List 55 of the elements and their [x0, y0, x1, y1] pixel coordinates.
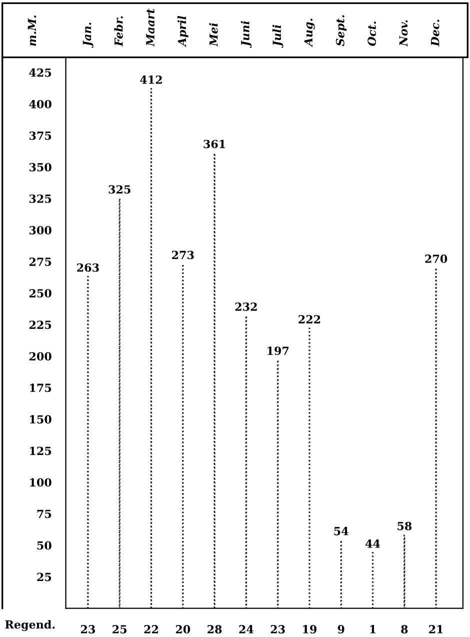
y-tick-label: 350 [29, 163, 52, 172]
x-tick-label: Juli [272, 24, 284, 48]
y-tick-label: 200 [29, 352, 52, 361]
y-tick-label: 425 [29, 68, 52, 77]
data-label: 412 [140, 76, 162, 84]
data-label: 325 [108, 185, 130, 194]
x-tick-label: Juni [240, 21, 252, 48]
text: 8 [401, 625, 408, 634]
text: 21 [429, 625, 443, 634]
x-tick-label: Oct. [368, 22, 376, 46]
y-tick-label: 75 [37, 510, 52, 518]
data-label: 222 [298, 315, 320, 324]
text: 19 [303, 625, 316, 634]
x-tick-label: April [178, 16, 188, 48]
x-tick-label: Aug. [304, 18, 315, 48]
text: 24 [239, 625, 254, 634]
text: 9 [338, 625, 344, 634]
text: 20 [176, 625, 190, 634]
x-tick-label: Sept. [336, 15, 346, 46]
y-tick-label: 325 [29, 194, 52, 203]
data-label: 197 [268, 346, 288, 356]
y-tick-label: 50 [37, 541, 52, 550]
text: 22 [144, 625, 158, 634]
data-label: 58 [398, 522, 412, 530]
y-tick-label: 100 [30, 478, 52, 487]
x-tick-label: Febr. [114, 16, 123, 46]
data-label: 44 [365, 540, 380, 548]
text: Regend. [5, 620, 55, 631]
data-label: 263 [77, 263, 99, 272]
y-tick-label: 400 [29, 100, 52, 108]
data-label: 270 [425, 254, 448, 263]
y-tick-label: 300 [29, 226, 52, 234]
text: 1 [370, 625, 376, 634]
y-tick-label: 375 [29, 131, 52, 140]
x-tick-label: Mei [209, 23, 218, 47]
y-tick-label: 175 [30, 384, 52, 392]
y-tick-label: 250 [29, 289, 52, 298]
x-tick-label: Dec. [431, 20, 440, 46]
text: 25 [112, 625, 126, 634]
y-tick-label: 125 [30, 446, 52, 456]
text: 28 [208, 625, 222, 634]
y-tick-label: 225 [29, 320, 52, 330]
y-tick-label: 275 [29, 258, 52, 266]
y-axis-title: m.M. [28, 16, 36, 46]
data-label: 232 [235, 302, 257, 311]
data-label: 54 [334, 526, 348, 536]
x-tick-label: Jan. [82, 22, 94, 48]
x-tick-label: Nov. [399, 20, 408, 47]
data-label: 273 [172, 250, 194, 260]
data-label: 361 [204, 140, 226, 148]
y-tick-label: 25 [37, 572, 52, 582]
x-tick-label: Maart [146, 8, 154, 47]
text: 23 [270, 625, 285, 634]
text: 23 [80, 625, 95, 634]
y-tick-label: 150 [30, 415, 52, 424]
